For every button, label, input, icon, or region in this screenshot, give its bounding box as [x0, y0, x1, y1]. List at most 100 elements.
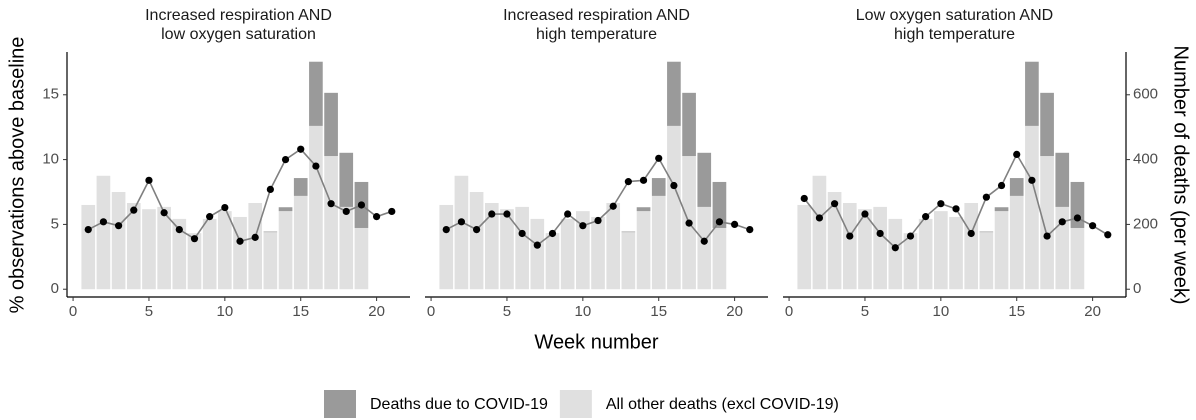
- bar: [873, 206, 887, 290]
- bar: [576, 211, 590, 290]
- point: [175, 225, 183, 234]
- point: [130, 206, 138, 214]
- bar: [339, 206, 354, 290]
- bar: [111, 192, 126, 290]
- point: [221, 203, 229, 212]
- bar: [858, 209, 872, 290]
- point: [206, 213, 214, 221]
- point: [99, 218, 108, 226]
- bar: [1025, 61, 1039, 126]
- y-axis-label: % observations above baseline: [6, 37, 28, 314]
- bar: [712, 181, 727, 228]
- bar: [979, 231, 994, 233]
- bar: [469, 192, 484, 290]
- point: [731, 220, 739, 229]
- x-tick-label: 15: [650, 303, 667, 320]
- x-tick-label: 10: [574, 303, 591, 320]
- bar: [797, 204, 812, 290]
- bar: [827, 192, 842, 290]
- x-axis-label: Week number: [534, 331, 658, 353]
- point: [982, 193, 990, 201]
- point: [715, 218, 724, 226]
- bar: [157, 206, 171, 290]
- point: [312, 162, 320, 170]
- bar: [339, 152, 354, 207]
- point: [533, 241, 541, 249]
- y2-tick-label: 400: [1133, 151, 1158, 168]
- bar: [1009, 178, 1024, 196]
- point: [488, 210, 496, 218]
- y-tick-label: 10: [42, 151, 59, 168]
- bar: [918, 218, 933, 290]
- bar: [324, 92, 338, 157]
- bar: [994, 207, 1009, 212]
- y-tick-label: 15: [42, 86, 59, 103]
- legend-label: All other deaths (excl COVID-19): [606, 396, 839, 413]
- bar: [1040, 92, 1054, 157]
- bar: [1040, 156, 1054, 290]
- bar: [530, 218, 545, 290]
- bar: [309, 61, 323, 126]
- point: [1058, 218, 1066, 226]
- bar: [636, 211, 651, 290]
- point: [503, 210, 511, 218]
- point: [670, 181, 678, 190]
- bar: [126, 203, 141, 290]
- bar: [354, 227, 369, 290]
- bar: [545, 233, 560, 290]
- x-tick-label: 15: [292, 303, 309, 320]
- point: [342, 207, 350, 216]
- bar: [712, 227, 727, 290]
- point: [518, 229, 526, 238]
- point: [861, 210, 869, 218]
- point: [952, 205, 960, 213]
- x-tick-label: 10: [216, 303, 233, 320]
- bar: [964, 203, 979, 290]
- point: [594, 216, 602, 225]
- point: [327, 200, 335, 208]
- point: [831, 200, 839, 208]
- point: [1013, 150, 1021, 159]
- bar: [903, 233, 918, 290]
- point: [876, 229, 884, 238]
- point: [967, 229, 975, 238]
- bar: [1055, 152, 1070, 207]
- bar: [202, 218, 217, 290]
- bar: [934, 211, 948, 290]
- point: [457, 218, 466, 226]
- point: [922, 213, 930, 221]
- x-tick-label: 0: [427, 303, 435, 320]
- point: [1073, 214, 1082, 222]
- point: [145, 176, 153, 184]
- point: [639, 176, 648, 184]
- bar: [888, 218, 903, 290]
- bar: [1070, 181, 1085, 228]
- bar: [560, 218, 575, 290]
- x-tick-label: 20: [726, 303, 743, 320]
- point: [906, 232, 915, 240]
- bar: [454, 175, 469, 290]
- bar: [1009, 195, 1024, 290]
- bar: [651, 178, 666, 196]
- panel-title: Increased respiration AND low oxygen sat…: [145, 7, 332, 43]
- legend-label: Deaths due to COVID-19: [370, 396, 548, 413]
- bar: [949, 216, 963, 290]
- bar: [293, 195, 308, 290]
- bar: [621, 232, 636, 290]
- y-tick-label: 0: [51, 280, 59, 297]
- x-tick-label: 15: [1008, 303, 1025, 320]
- point: [937, 200, 945, 208]
- point: [997, 181, 1006, 190]
- point: [297, 145, 305, 153]
- legend-swatch: [324, 390, 356, 418]
- bar: [591, 216, 605, 290]
- y2-axis-label: Number of deaths (per week): [1170, 45, 1192, 304]
- panel-title: Low oxygen saturation AND high temperatu…: [855, 7, 1054, 43]
- bar: [515, 206, 529, 290]
- bar: [667, 61, 681, 126]
- point: [266, 185, 274, 194]
- legend-swatch: [559, 390, 592, 418]
- x-tick-label: 0: [69, 303, 77, 320]
- bar: [484, 203, 499, 290]
